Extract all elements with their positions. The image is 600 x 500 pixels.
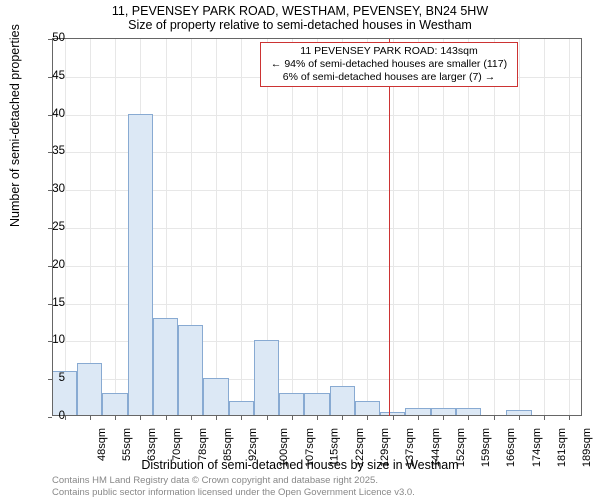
- xtick-label: 137sqm: [405, 428, 417, 467]
- xtick-mark: [241, 416, 242, 420]
- gridline-v: [443, 39, 444, 416]
- xtick-mark: [494, 416, 495, 420]
- gridline-v: [519, 39, 520, 416]
- histogram-bar: [77, 363, 102, 416]
- xtick-mark: [216, 416, 217, 420]
- gridline-v: [494, 39, 495, 416]
- xtick-label: 63sqm: [146, 428, 158, 461]
- xtick-label: 129sqm: [379, 428, 391, 467]
- ytick-label: 50: [52, 32, 65, 44]
- xtick-mark: [90, 416, 91, 420]
- xtick-label: 92sqm: [247, 428, 259, 461]
- xtick-label: 85sqm: [222, 428, 234, 461]
- ytick-label: 35: [52, 145, 65, 157]
- gridline-v: [317, 39, 318, 416]
- chart-plot-area: [52, 38, 582, 416]
- footer-line2: Contains public sector information licen…: [52, 487, 415, 498]
- histogram-bar: [203, 378, 228, 416]
- xtick-label: 144sqm: [430, 428, 442, 467]
- xtick-mark: [115, 416, 116, 420]
- gridline-v: [367, 39, 368, 416]
- gridline-v: [468, 39, 469, 416]
- footer-line1: Contains HM Land Registry data © Crown c…: [52, 475, 415, 486]
- histogram-bar: [254, 340, 279, 416]
- xtick-mark: [393, 416, 394, 420]
- chart-title-line2: Size of property relative to semi-detach…: [0, 18, 600, 32]
- histogram-bar: [102, 393, 127, 416]
- histogram-bar: [279, 393, 304, 416]
- xtick-mark: [569, 416, 570, 420]
- gridline-v: [393, 39, 394, 416]
- annotation-line2: ← 94% of semi-detached houses are smalle…: [267, 58, 511, 71]
- xtick-mark: [519, 416, 520, 420]
- xtick-label: 159sqm: [480, 428, 492, 467]
- xtick-mark: [418, 416, 419, 420]
- histogram-bar: [153, 318, 178, 416]
- xtick-mark: [367, 416, 368, 420]
- gridline-v: [544, 39, 545, 416]
- histogram-bar: [128, 114, 153, 416]
- x-axis-line: [52, 415, 581, 416]
- histogram-bar: [178, 325, 203, 416]
- ytick-label: 30: [52, 183, 65, 195]
- xtick-label: 189sqm: [581, 428, 593, 467]
- gridline-v: [216, 39, 217, 416]
- chart-title-line1: 11, PEVENSEY PARK ROAD, WESTHAM, PEVENSE…: [0, 4, 600, 18]
- xtick-label: 107sqm: [304, 428, 316, 467]
- gridline-v: [418, 39, 419, 416]
- histogram-bar: [355, 401, 380, 416]
- xtick-mark: [544, 416, 545, 420]
- xtick-label: 78sqm: [197, 428, 209, 461]
- ytick-mark: [48, 417, 52, 418]
- xtick-label: 122sqm: [354, 428, 366, 467]
- xtick-mark: [468, 416, 469, 420]
- annotation-box: 11 PEVENSEY PARK ROAD: 143sqm ← 94% of s…: [260, 42, 518, 87]
- xtick-mark: [140, 416, 141, 420]
- y-axis-label: Number of semi-detached properties: [8, 24, 22, 227]
- xtick-label: 152sqm: [455, 428, 467, 467]
- xtick-mark: [166, 416, 167, 420]
- annotation-line3: 6% of semi-detached houses are larger (7…: [267, 71, 511, 84]
- annotation-line1: 11 PEVENSEY PARK ROAD: 143sqm: [267, 45, 511, 58]
- xtick-mark: [342, 416, 343, 420]
- xtick-label: 181sqm: [556, 428, 568, 467]
- xtick-label: 55sqm: [121, 428, 133, 461]
- gridline-v: [90, 39, 91, 416]
- xtick-mark: [267, 416, 268, 420]
- histogram-bar: [229, 401, 254, 416]
- xtick-label: 115sqm: [328, 428, 340, 466]
- ytick-label: 20: [52, 259, 65, 271]
- ytick-label: 10: [52, 334, 65, 346]
- xtick-label: 100sqm: [278, 428, 290, 467]
- xtick-label: 70sqm: [171, 428, 183, 461]
- histogram-bar: [304, 393, 329, 416]
- xtick-mark: [292, 416, 293, 420]
- ytick-label: 40: [52, 108, 65, 120]
- xtick-label: 48sqm: [96, 428, 108, 461]
- xtick-mark: [317, 416, 318, 420]
- footer-attribution: Contains HM Land Registry data © Crown c…: [52, 475, 415, 498]
- ytick-label: 45: [52, 70, 65, 82]
- gridline-v: [241, 39, 242, 416]
- gridline-v: [342, 39, 343, 416]
- xtick-label: 174sqm: [531, 428, 543, 467]
- ytick-label: 0: [59, 410, 65, 422]
- ytick-label: 25: [52, 221, 65, 233]
- ytick-label: 15: [52, 297, 65, 309]
- xtick-mark: [191, 416, 192, 420]
- gridline-v: [569, 39, 570, 416]
- histogram-bar: [330, 386, 355, 416]
- ytick-label: 5: [59, 372, 65, 384]
- xtick-label: 166sqm: [506, 428, 518, 467]
- reference-line: [389, 39, 390, 416]
- gridline-v: [292, 39, 293, 416]
- xtick-mark: [443, 416, 444, 420]
- gridline-v: [115, 39, 116, 416]
